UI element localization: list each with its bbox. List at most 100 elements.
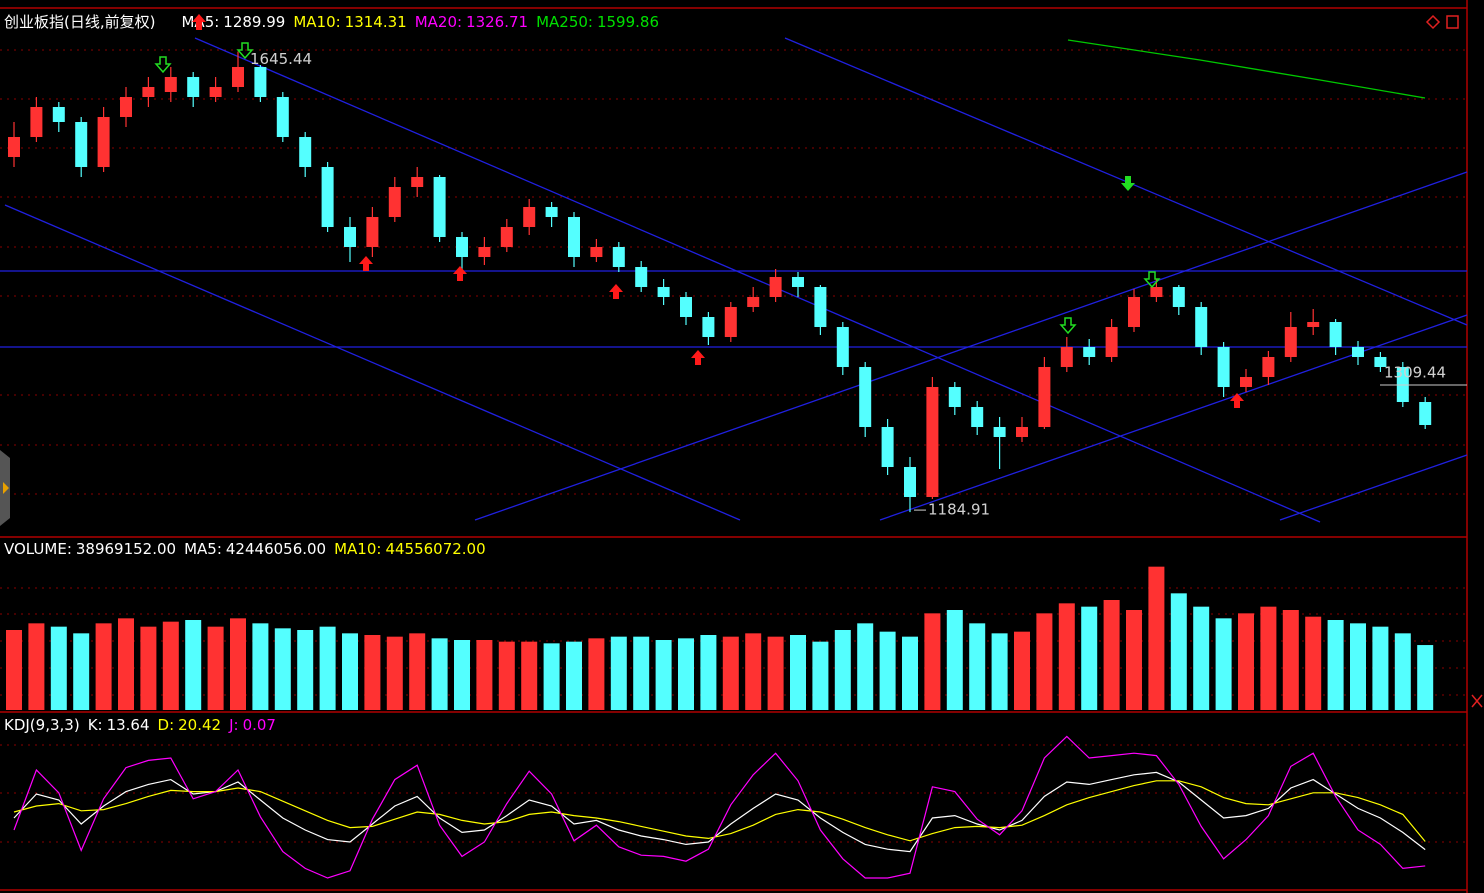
volume-bar <box>655 640 672 710</box>
volume-bar <box>1014 631 1030 710</box>
kdj-line <box>13 771 1426 853</box>
kdj-line <box>13 780 1426 842</box>
volume-bar <box>678 638 694 710</box>
volume-bar <box>1170 593 1187 710</box>
volume-bar <box>1148 566 1165 710</box>
volume-bar <box>140 626 157 710</box>
candle-body <box>680 297 692 317</box>
candle-body <box>1352 347 1364 357</box>
legend-value: 1314.31 <box>345 13 407 31</box>
volume-bar <box>319 626 336 710</box>
kdj-line <box>13 735 1426 879</box>
volume-bar <box>812 641 829 710</box>
signal-arrows <box>359 256 1244 408</box>
volume-bar <box>1193 606 1210 710</box>
volume-bar <box>1305 616 1322 710</box>
candle-body <box>388 187 401 217</box>
candle-body <box>232 67 244 87</box>
volume-bar <box>790 635 806 710</box>
volume-bar <box>1282 610 1299 710</box>
legend-label: VOLUME: <box>4 540 72 558</box>
volume-bar <box>1036 613 1053 710</box>
volume-bar <box>991 633 1008 710</box>
volume-bar <box>1103 600 1120 710</box>
legend-value: 38969152.00 <box>76 540 176 558</box>
low-label: 1184.91 <box>928 501 990 519</box>
legend-value: 20.42 <box>178 716 221 734</box>
ma250-line <box>1067 39 1426 99</box>
candle-body <box>523 207 536 227</box>
volume-bar <box>386 636 403 710</box>
volume-bar <box>1058 603 1075 710</box>
candle-body <box>926 387 939 497</box>
window-icons <box>1425 14 1483 708</box>
candle-body <box>321 167 334 227</box>
volume-bar <box>700 635 717 710</box>
volume-bar <box>924 613 941 710</box>
candle-body <box>120 97 132 117</box>
volume-bar <box>745 633 762 710</box>
volume-bar <box>207 626 224 710</box>
candle-body <box>1262 357 1275 377</box>
signal-arrow <box>1121 176 1135 191</box>
volume-bar <box>1350 623 1366 710</box>
candle-body <box>568 217 580 257</box>
volume-bar <box>633 636 650 710</box>
marks <box>6 51 1434 879</box>
legend-label: MA250: <box>536 13 593 31</box>
candle-body <box>52 107 65 122</box>
volume-bar <box>73 633 90 710</box>
candle-body <box>8 137 20 157</box>
candle-body <box>1016 427 1028 437</box>
volume-bar <box>50 626 67 710</box>
side-tab <box>0 450 10 526</box>
volume-bar <box>431 638 448 710</box>
legend-label: K: <box>88 716 103 734</box>
legend-label: J: <box>228 716 238 734</box>
legend-value: 1599.86 <box>597 13 659 31</box>
candle-body <box>993 427 1006 437</box>
candle-body <box>1374 357 1387 367</box>
volume-bar <box>1372 626 1389 710</box>
chart-title: 创业板指(日线,前复权) <box>4 13 155 31</box>
legend-value: 13.64 <box>107 716 150 734</box>
legend: KDJ(9,3,3) K: 13.64 D: 20.42 J: 0.07 <box>4 716 276 734</box>
volume-bar <box>879 631 896 710</box>
candle-body <box>164 77 177 92</box>
candle-body <box>1217 347 1230 387</box>
candle-body <box>478 247 491 257</box>
cursor-price: 1309.44 <box>1384 364 1446 382</box>
candle-body <box>1172 287 1185 307</box>
signal-arrows <box>154 42 1161 335</box>
volume-bar <box>454 640 470 710</box>
legend-value: 0.07 <box>243 716 276 734</box>
volume-bar <box>364 635 381 710</box>
candle-body <box>1419 402 1432 425</box>
volume-bar <box>902 636 918 710</box>
candle-body <box>366 217 379 247</box>
candle-body <box>1150 287 1163 297</box>
volume-bar <box>1215 618 1232 710</box>
legend-label: D: <box>158 716 175 734</box>
volume-bar <box>409 633 426 710</box>
volume-bar <box>342 633 358 710</box>
up-arrow-icon <box>192 14 206 30</box>
volume-bar <box>1327 620 1344 710</box>
volume-bar <box>834 630 851 710</box>
volume-bar <box>118 618 134 710</box>
candle-body <box>1038 367 1051 427</box>
legend-label: MA20: <box>415 13 462 31</box>
candle-body <box>1307 322 1320 327</box>
candle-body <box>747 297 760 307</box>
volume-bar <box>252 623 269 710</box>
candle-body <box>702 317 715 337</box>
volume-bar <box>1238 613 1254 710</box>
candle-body <box>724 307 737 337</box>
candle-body <box>545 207 558 217</box>
candle-body <box>433 177 446 237</box>
volume-bar <box>1394 633 1411 710</box>
candle-body <box>344 227 356 247</box>
volume-bar <box>1417 645 1434 710</box>
